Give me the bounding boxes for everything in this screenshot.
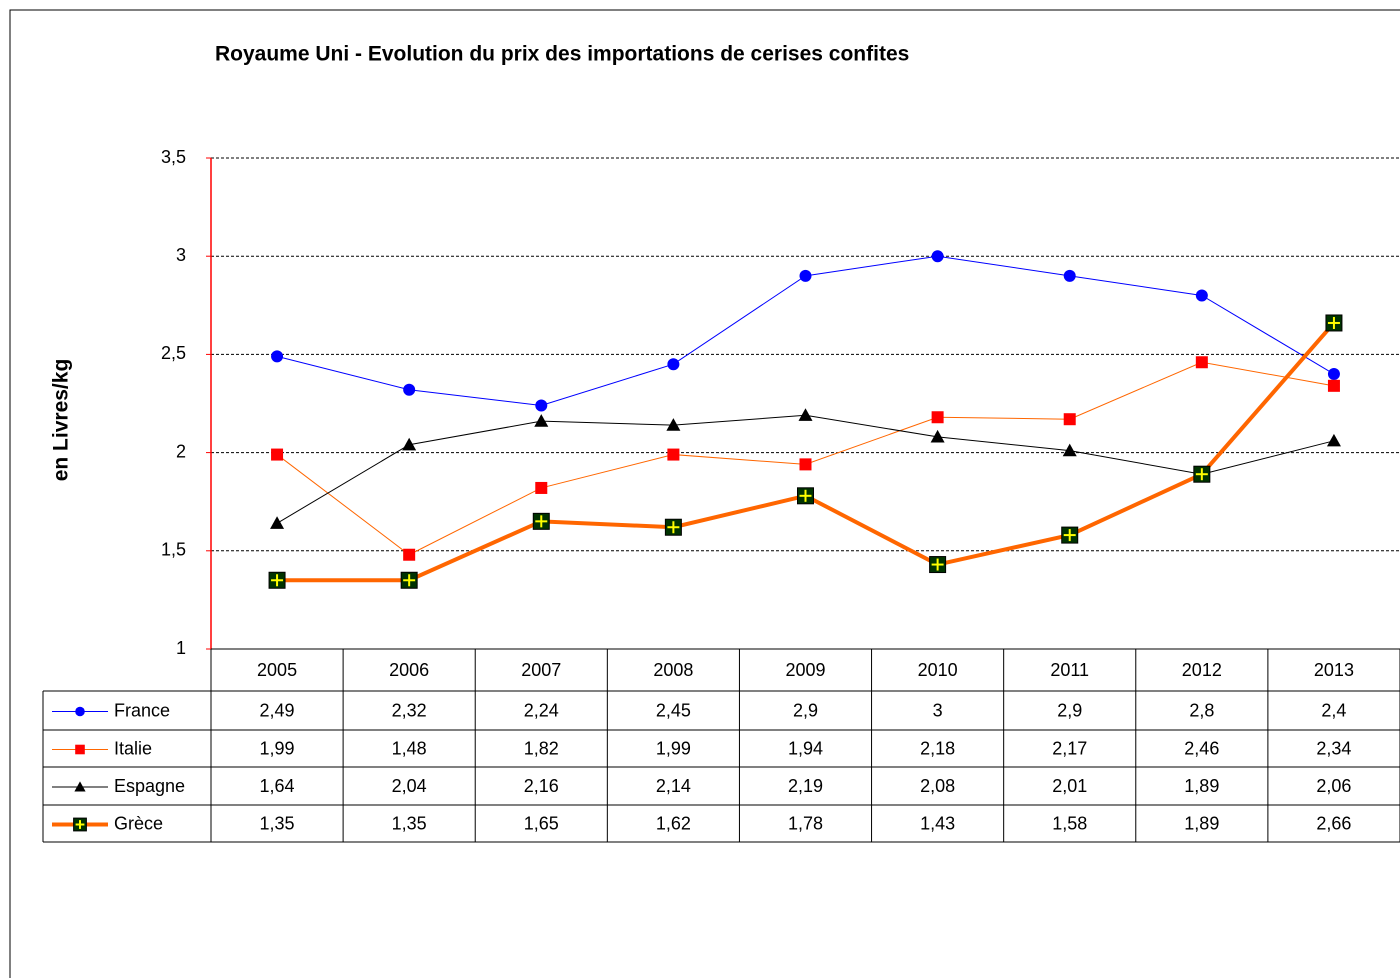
table-value: 2,04 <box>392 776 427 796</box>
marker <box>402 437 417 451</box>
table-value: 1,62 <box>656 813 691 833</box>
marker <box>799 269 812 282</box>
table-value: 2,45 <box>656 700 691 720</box>
table-value: 2,01 <box>1052 776 1087 796</box>
table-value: 2,17 <box>1052 738 1087 758</box>
y-tick-label: 2,5 <box>161 343 186 363</box>
table-value: 3 <box>933 700 943 720</box>
marker <box>534 414 549 427</box>
table-value: 1,35 <box>260 813 295 833</box>
marker <box>1327 368 1340 381</box>
marker <box>666 418 681 431</box>
marker <box>403 548 416 561</box>
table-value: 1,64 <box>260 776 295 796</box>
marker <box>931 411 944 424</box>
table-value: 2,9 <box>793 700 818 720</box>
marker <box>667 358 680 371</box>
marker <box>73 817 87 832</box>
legend-label: Grèce <box>114 813 163 833</box>
x-tick-label: 2006 <box>389 660 429 680</box>
table-value: 1,43 <box>920 813 955 833</box>
table-value: 1,89 <box>1184 776 1219 796</box>
y-tick-label: 1,5 <box>161 540 186 560</box>
marker <box>1195 356 1208 369</box>
legend-label: France <box>114 700 170 720</box>
table-value: 2,24 <box>524 700 559 720</box>
y-tick-label: 2 <box>176 441 186 461</box>
marker <box>1063 269 1076 282</box>
legend-label: Italie <box>114 738 152 758</box>
table-value: 1,99 <box>656 738 691 758</box>
marker <box>1061 526 1079 544</box>
x-tick-label: 2008 <box>653 660 693 680</box>
x-tick-label: 2005 <box>257 660 297 680</box>
y-tick-label: 3,5 <box>161 147 186 167</box>
marker <box>1195 289 1208 302</box>
x-tick-label: 2011 <box>1050 660 1089 680</box>
table-value: 1,78 <box>788 813 823 833</box>
table-value: 2,18 <box>920 738 955 758</box>
x-tick-label: 2013 <box>1314 660 1354 680</box>
table-value: 1,35 <box>392 813 427 833</box>
table-value: 1,48 <box>392 738 427 758</box>
table-value: 2,19 <box>788 776 823 796</box>
chart-frame <box>9 9 1400 978</box>
table-value: 2,46 <box>1184 738 1219 758</box>
table-value: 1,94 <box>788 738 823 758</box>
marker <box>400 571 418 589</box>
table-value: 2,32 <box>392 700 427 720</box>
table-value: 2,4 <box>1321 700 1346 720</box>
marker <box>75 706 85 717</box>
x-tick-label: 2010 <box>918 660 958 680</box>
table-value: 1,65 <box>524 813 559 833</box>
marker <box>929 556 947 574</box>
marker <box>664 518 682 536</box>
table-value: 2,34 <box>1316 738 1351 758</box>
marker <box>268 571 286 589</box>
table-value: 1,82 <box>524 738 559 758</box>
legend-label: Espagne <box>114 776 185 796</box>
table-value: 2,06 <box>1316 776 1351 796</box>
marker <box>403 383 416 396</box>
marker <box>270 516 285 529</box>
marker <box>1063 413 1076 426</box>
marker <box>931 250 944 263</box>
table-value: 2,66 <box>1316 813 1351 833</box>
marker <box>1325 314 1343 332</box>
table-value: 1,99 <box>260 738 295 758</box>
marker <box>535 399 548 412</box>
table-value: 1,89 <box>1184 813 1219 833</box>
marker <box>667 448 680 461</box>
x-tick-label: 2012 <box>1182 660 1222 680</box>
table-value: 2,16 <box>524 776 559 796</box>
marker <box>535 481 548 494</box>
marker <box>1062 443 1077 457</box>
marker <box>1193 465 1211 483</box>
table-value: 2,08 <box>920 776 955 796</box>
marker <box>797 487 814 505</box>
marker <box>930 429 945 443</box>
chart-title: Royaume Uni - Evolution du prix des impo… <box>215 43 909 66</box>
y-tick-label: 1 <box>176 638 186 658</box>
marker <box>75 744 85 755</box>
marker <box>1326 433 1341 447</box>
marker <box>532 512 550 530</box>
marker <box>271 448 284 461</box>
x-tick-label: 2007 <box>521 660 561 680</box>
y-tick-label: 3 <box>176 245 186 265</box>
y-axis-label: en Livres/kg <box>50 359 73 482</box>
table-value: 2,9 <box>1057 700 1082 720</box>
marker <box>271 350 284 363</box>
marker <box>1327 379 1340 392</box>
marker <box>74 781 86 792</box>
table-value: 2,49 <box>260 700 295 720</box>
table-value: 2,8 <box>1189 700 1214 720</box>
table-value: 2,14 <box>656 776 691 796</box>
marker <box>798 408 813 421</box>
x-tick-label: 2009 <box>785 660 825 680</box>
marker <box>799 458 812 471</box>
table-value: 1,58 <box>1052 813 1087 833</box>
